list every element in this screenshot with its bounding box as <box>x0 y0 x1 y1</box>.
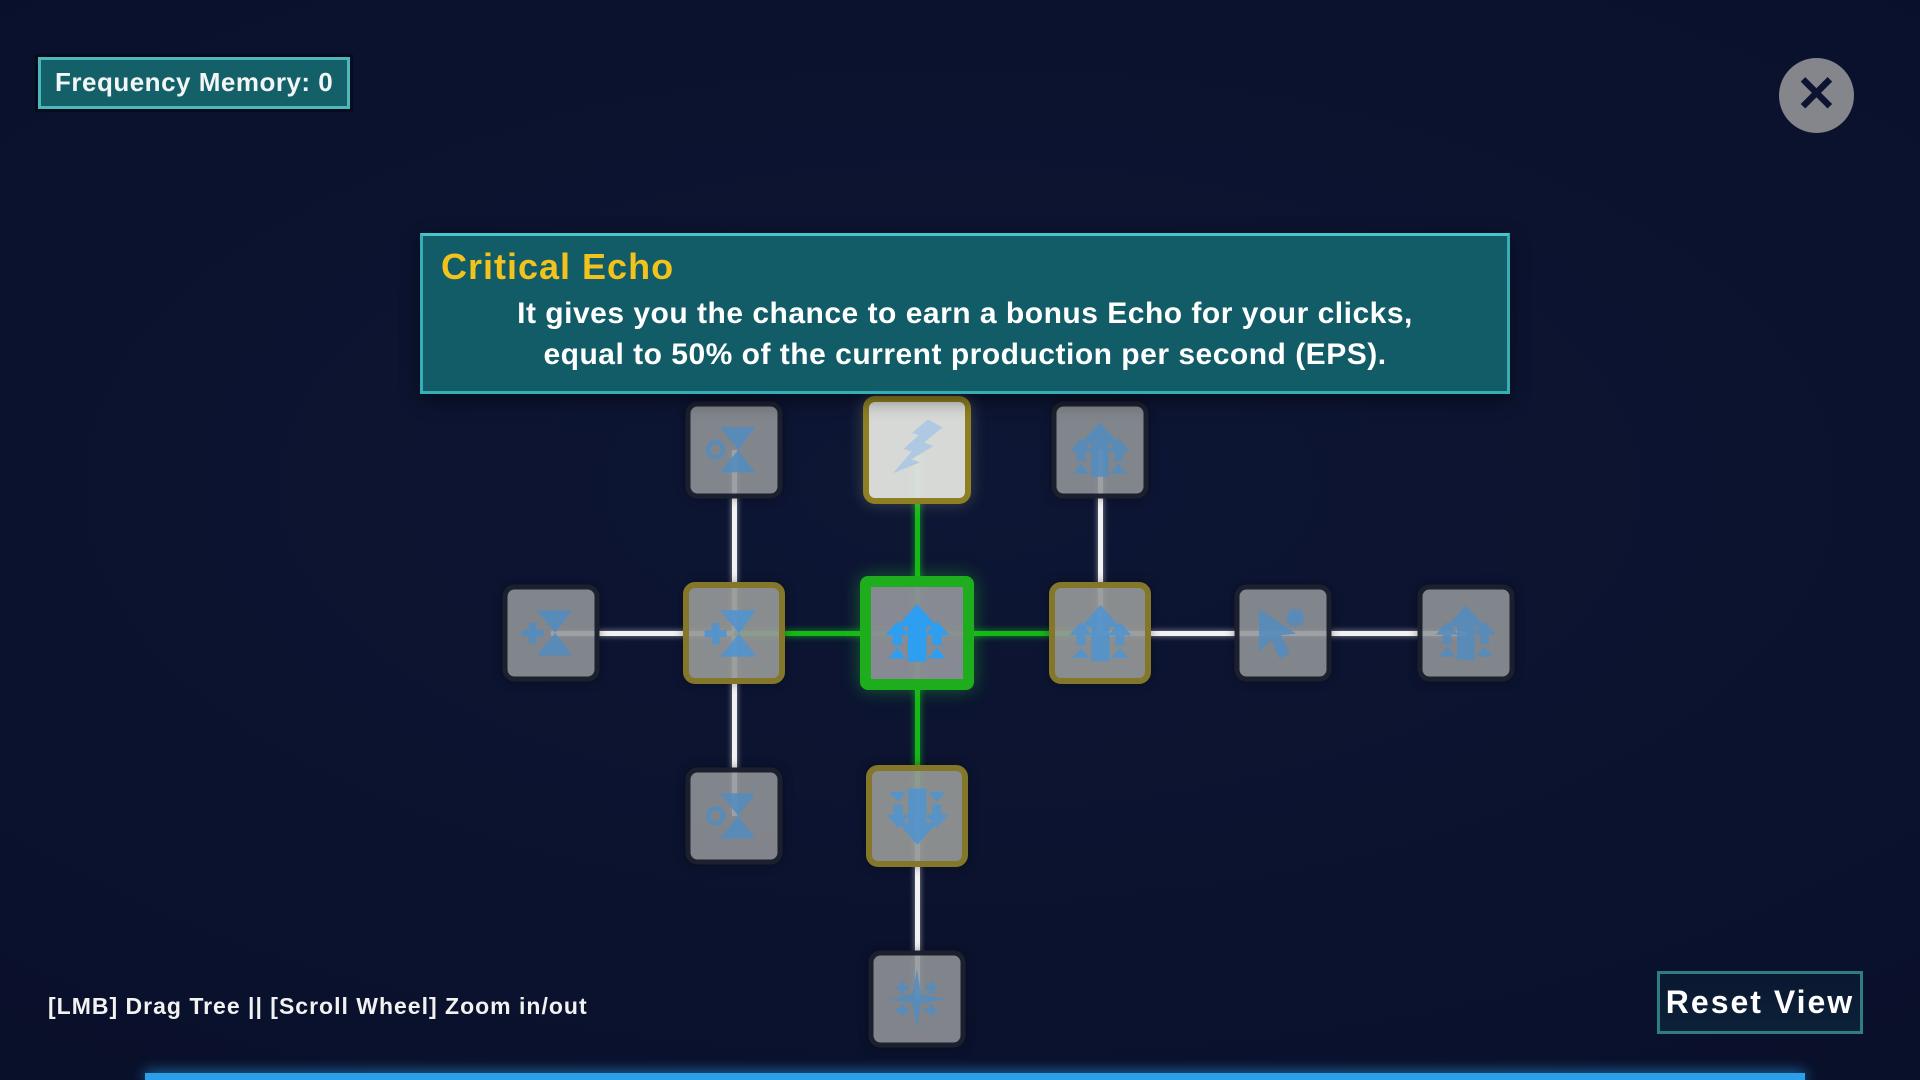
tree-link-white <box>551 630 734 636</box>
tree-link-white <box>1097 450 1103 633</box>
tree-link-white <box>914 816 920 999</box>
skill-node-production-core[interactable] <box>860 576 974 690</box>
close-icon: ✕ <box>1795 65 1838 122</box>
tooltip-title: Critical Echo <box>441 246 675 287</box>
tree-link-green <box>734 630 917 636</box>
reset-view-label: Reset View <box>1665 984 1855 1020</box>
frequency-memory-badge: Frequency Memory: 0 <box>38 57 351 109</box>
tree-link-white <box>1283 630 1466 636</box>
skill-node-production-up-right[interactable] <box>1049 582 1151 684</box>
skill-node-hourglass-ring-bottom[interactable] <box>685 767 783 865</box>
skill-node-sparkle[interactable] <box>868 950 966 1048</box>
tooltip-line-1: It gives you the chance to earn a bonus … <box>517 297 1413 330</box>
skill-node-production-up-top[interactable] <box>1051 401 1149 499</box>
controls-hint: [LMB] Drag Tree || [Scroll Wheel] Zoom i… <box>48 993 588 1019</box>
tree-link-green <box>914 633 920 816</box>
tree-link-white <box>731 633 737 816</box>
skill-node-critical-echo[interactable] <box>863 396 971 504</box>
skill-node-hourglass-plus-far[interactable] <box>502 584 600 682</box>
reset-view-button[interactable]: Reset View <box>1657 971 1863 1034</box>
tree-link-white <box>1100 630 1283 636</box>
frequency-memory-label: Frequency Memory: 0 <box>55 67 334 97</box>
bottom-progress-strip <box>145 1073 1805 1080</box>
skill-tooltip: Critical Echo It gives you the chance to… <box>420 233 1510 394</box>
skill-node-production-up-far[interactable] <box>1417 584 1515 682</box>
tree-link-white <box>731 450 737 633</box>
tree-link-green <box>914 450 920 633</box>
skill-node-production-down[interactable] <box>866 765 968 867</box>
skill-node-click-burst[interactable] <box>1234 584 1332 682</box>
tooltip-line-2: equal to 50% of the current production p… <box>543 337 1387 371</box>
tree-link-green <box>917 630 1100 636</box>
skill-node-hourglass-ring-top[interactable] <box>685 401 783 499</box>
close-button[interactable]: ✕ <box>1779 58 1854 133</box>
skill-node-hourglass-plus[interactable] <box>683 582 785 684</box>
